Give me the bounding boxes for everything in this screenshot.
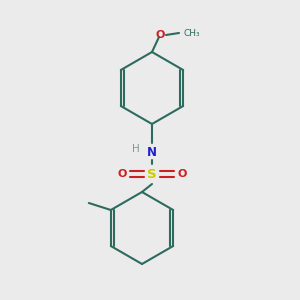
Text: O: O xyxy=(155,30,165,40)
Text: N: N xyxy=(147,146,157,158)
Text: O: O xyxy=(117,169,127,179)
Text: O: O xyxy=(177,169,187,179)
Text: H: H xyxy=(132,144,140,154)
Text: S: S xyxy=(147,167,157,181)
Text: CH₃: CH₃ xyxy=(183,28,200,38)
